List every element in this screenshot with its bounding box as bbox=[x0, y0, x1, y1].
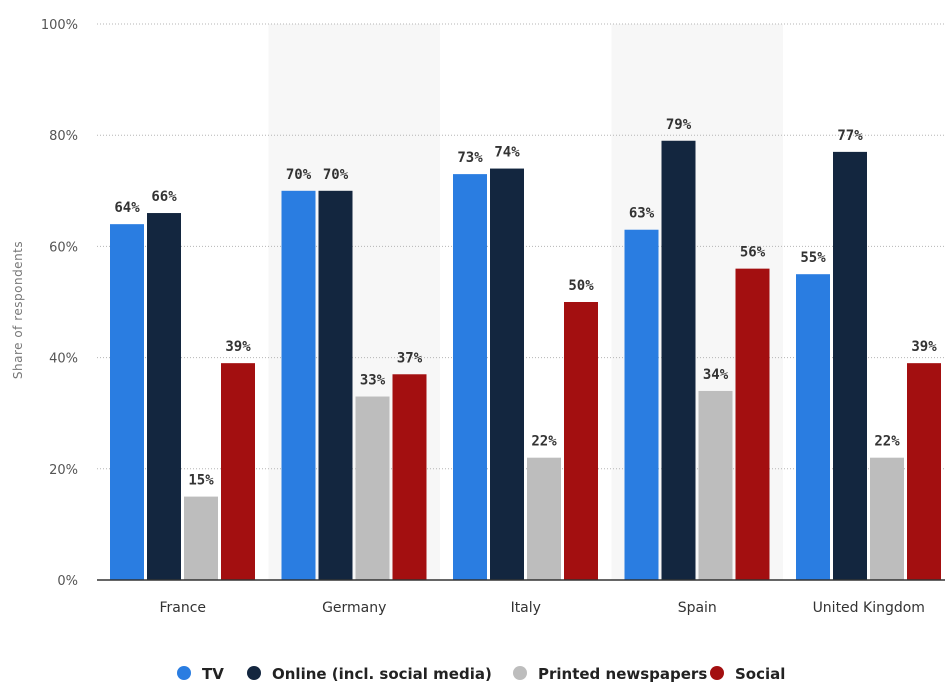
legend-label-0: TV bbox=[202, 665, 224, 683]
bar-germany-0 bbox=[281, 190, 316, 581]
legend-marker-3 bbox=[710, 666, 724, 680]
data-label-france-3: 39% bbox=[225, 339, 251, 355]
data-label-spain-0: 63% bbox=[629, 206, 655, 222]
data-label-france-2: 15% bbox=[188, 473, 214, 489]
data-label-italy-1: 74% bbox=[494, 145, 520, 161]
bar-spain-0 bbox=[624, 229, 659, 580]
category-label-spain: Spain bbox=[678, 600, 717, 616]
legend: TV Online (incl. social media) Printed new… bbox=[177, 665, 785, 683]
category-label-germany: Germany bbox=[322, 600, 386, 616]
legend-label-3: Social bbox=[735, 665, 785, 683]
y-tick-label-20: 20% bbox=[49, 463, 78, 478]
legend-marker-0 bbox=[177, 666, 191, 680]
bar-united-kingdom-2 bbox=[870, 457, 904, 580]
data-label-spain-1: 79% bbox=[666, 117, 692, 133]
legend-label-2: Printed newspapers bbox=[538, 665, 707, 683]
y-tick-label-80: 80% bbox=[49, 129, 78, 144]
legend-marker-1 bbox=[247, 666, 261, 680]
bar-italy-3 bbox=[564, 302, 598, 580]
data-label-germany-2: 33% bbox=[360, 373, 386, 389]
bar-france-3 bbox=[221, 363, 255, 580]
bar-italy-0 bbox=[453, 174, 487, 580]
bar-france-1 bbox=[147, 213, 181, 581]
data-label-spain-2: 34% bbox=[703, 367, 729, 383]
bars bbox=[110, 140, 941, 581]
category-labels: France Germany Italy Spain United Kingdom bbox=[159, 600, 924, 616]
data-label-united-kingdom-2: 22% bbox=[874, 434, 900, 450]
y-tick-label-60: 60% bbox=[49, 240, 78, 255]
bar-united-kingdom-0 bbox=[796, 274, 830, 580]
legend-marker-2 bbox=[513, 666, 527, 680]
bar-united-kingdom-1 bbox=[833, 151, 867, 580]
data-label-france-1: 66% bbox=[151, 189, 177, 205]
bar-germany-2 bbox=[355, 396, 390, 580]
data-labels: 64% 66% 15% 39% 70% 70% 33% 37% 73% 74% 22% 50% 63% 7… bbox=[114, 117, 937, 489]
data-label-united-kingdom-0: 55% bbox=[800, 250, 826, 266]
category-label-italy: Italy bbox=[511, 600, 541, 616]
y-axis-ticks: 0% 20% 40% 60% 80% 100% bbox=[41, 18, 78, 589]
bar-spain-1 bbox=[661, 140, 696, 580]
y-tick-label-0: 0% bbox=[57, 574, 78, 589]
bar-spain-2 bbox=[698, 390, 733, 580]
data-label-germany-3: 37% bbox=[397, 350, 423, 366]
data-label-united-kingdom-1: 77% bbox=[837, 128, 863, 144]
data-label-italy-0: 73% bbox=[457, 150, 483, 166]
bar-france-2 bbox=[184, 496, 218, 580]
legend-label-1: Online (incl. social media) bbox=[272, 665, 492, 683]
data-label-germany-0: 70% bbox=[286, 167, 312, 183]
y-tick-label-100: 100% bbox=[41, 18, 78, 33]
bar-spain-3 bbox=[735, 268, 770, 580]
data-label-spain-3: 56% bbox=[740, 245, 766, 261]
data-label-united-kingdom-3: 39% bbox=[911, 339, 937, 355]
y-axis-title: Share of respondents bbox=[11, 241, 25, 379]
data-label-italy-2: 22% bbox=[531, 434, 557, 450]
data-label-germany-1: 70% bbox=[323, 167, 349, 183]
bar-france-0 bbox=[110, 224, 144, 580]
bar-germany-1 bbox=[318, 190, 353, 581]
category-label-united-kingdom: United Kingdom bbox=[813, 600, 925, 616]
bar-italy-1 bbox=[490, 168, 524, 580]
bar-germany-3 bbox=[392, 374, 427, 580]
bar-italy-2 bbox=[527, 457, 561, 580]
y-tick-label-40: 40% bbox=[49, 352, 78, 367]
data-label-france-0: 64% bbox=[114, 200, 140, 216]
bar-united-kingdom-3 bbox=[907, 363, 941, 580]
category-label-france: France bbox=[159, 600, 206, 616]
data-label-italy-3: 50% bbox=[568, 278, 594, 294]
